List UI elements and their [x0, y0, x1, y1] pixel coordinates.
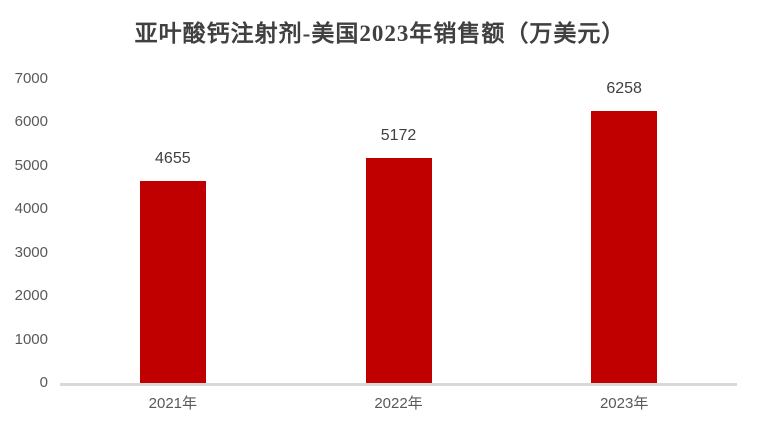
bar-2021年: [139, 180, 206, 383]
plot-area: 4655 5172 6258: [60, 79, 737, 386]
y-tick-label: 7000: [14, 70, 48, 87]
x-axis-label: 2022年: [374, 395, 423, 412]
y-tick-label: 4000: [14, 200, 48, 218]
x-axis: 2021年 2022年 2023年: [60, 394, 737, 416]
y-tick-label: 6000: [14, 113, 48, 131]
chart-title: 亚叶酸钙注射剂-美国2023年销售额（万美元）: [134, 21, 626, 46]
y-tick-label: 0: [39, 374, 48, 391]
data-label: 4655: [155, 149, 191, 167]
data-label: 5172: [380, 127, 417, 145]
y-tick-label: 2000: [14, 287, 48, 305]
y-tick-label: 5000: [14, 156, 48, 174]
y-tick-label: 1000: [14, 330, 48, 348]
bar-2023年: [591, 111, 658, 383]
bar-2022年: [365, 158, 432, 383]
y-axis: 7000 6000 5000 4000 3000 2000 1000 0: [0, 70, 48, 391]
y-tick-label: 3000: [14, 243, 48, 261]
data-label: 6258: [606, 80, 642, 98]
x-axis-label: 2023年: [599, 395, 649, 412]
x-axis-label: 2021年: [148, 395, 198, 412]
